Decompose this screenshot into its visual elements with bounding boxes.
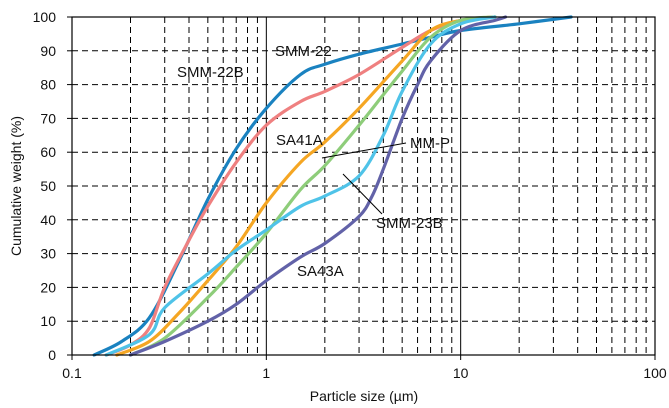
tick-labels: 0 10 20 30 40 50 60 70 80 90 100 0.1 1 10 100 bbox=[33, 9, 667, 381]
axes bbox=[67, 16, 656, 360]
x-tick-label: 1 bbox=[262, 365, 270, 381]
y-tick-label: 80 bbox=[40, 77, 56, 93]
x-axis-title: Particle size (µm) bbox=[310, 388, 418, 404]
series-line-mm-p bbox=[128, 15, 497, 357]
y-tick-label: 70 bbox=[40, 110, 56, 126]
y-tick-label: 60 bbox=[40, 144, 56, 160]
series-line-sa41a bbox=[115, 15, 497, 357]
grid bbox=[72, 17, 655, 355]
series-line-smm-22b bbox=[104, 15, 497, 357]
series-label-mm-p: MM-P bbox=[410, 135, 450, 152]
series-line-sa43a bbox=[128, 15, 508, 357]
y-tick-label: 30 bbox=[40, 246, 56, 262]
y-tick-label: 40 bbox=[40, 212, 56, 228]
leader-line-smm-23b bbox=[342, 173, 383, 215]
series-line-smm-23b bbox=[104, 15, 497, 357]
y-axis-title: Cumulative weight (%) bbox=[8, 116, 24, 256]
y-tick-label: 10 bbox=[40, 313, 56, 329]
series-lines bbox=[92, 15, 573, 357]
y-tick-label: 20 bbox=[40, 279, 56, 295]
series-label-smm-23b: SMM-23B bbox=[376, 215, 443, 232]
series-labels: SMM-22 SMM-22B SA41A MM-P SMM-23B SA43A bbox=[177, 43, 450, 280]
x-tick-label: 10 bbox=[453, 365, 469, 381]
leader-line-mm-p bbox=[321, 142, 407, 159]
y-tick-label: 0 bbox=[48, 347, 56, 363]
y-tick-label: 90 bbox=[40, 43, 56, 59]
x-tick-label: 100 bbox=[643, 365, 667, 381]
y-tick-label: 50 bbox=[40, 178, 56, 194]
x-tick-label: 0.1 bbox=[62, 365, 82, 381]
series-label-smm-22: SMM-22 bbox=[275, 43, 332, 60]
series-label-smm-22b: SMM-22B bbox=[177, 64, 244, 81]
series-label-sa43a: SA43A bbox=[297, 263, 344, 280]
y-tick-label: 100 bbox=[33, 9, 57, 25]
series-label-sa41a: SA41A bbox=[276, 132, 323, 149]
